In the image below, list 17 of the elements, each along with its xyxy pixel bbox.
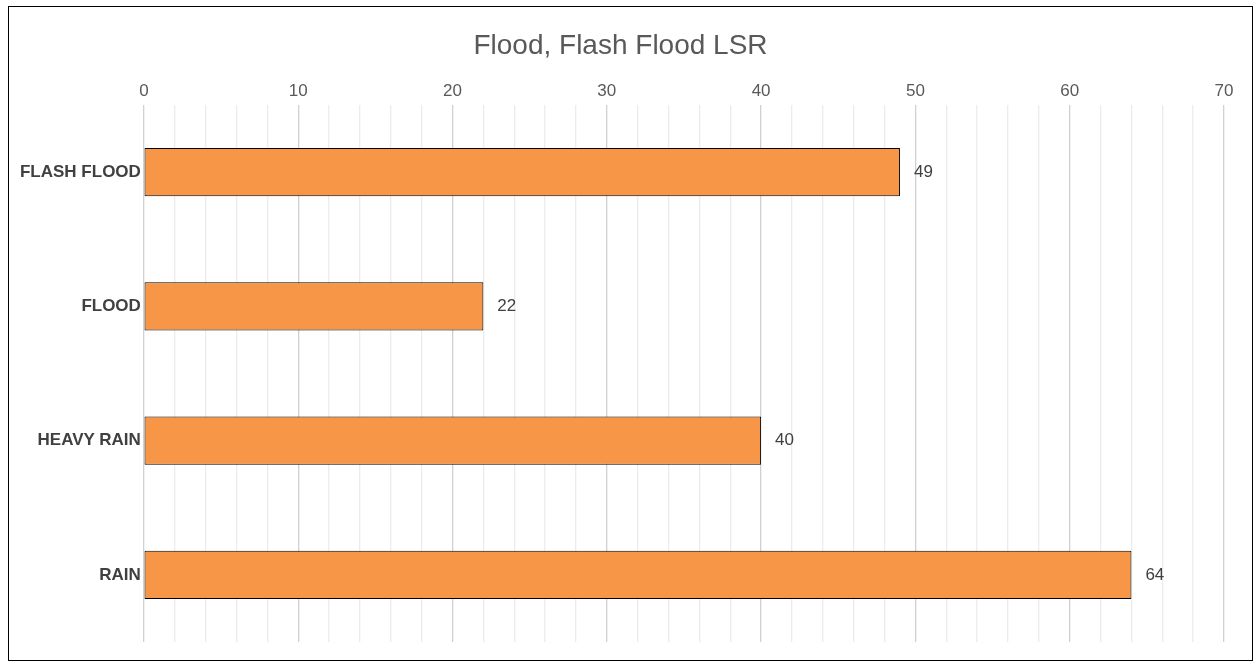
data-label: 22: [497, 296, 517, 316]
data-label: 40: [775, 430, 795, 450]
x-tick-label: 10: [288, 81, 308, 101]
y-tick-label: RAIN: [99, 564, 141, 584]
x-tick-label: 50: [905, 81, 925, 101]
y-tick-label: FLOOD: [81, 296, 141, 316]
data-label: 49: [913, 161, 933, 181]
data-label: 64: [1145, 564, 1165, 584]
x-tick-label: 60: [1060, 81, 1080, 101]
x-tick-label: 30: [597, 81, 617, 101]
x-tick-label: 20: [443, 81, 462, 101]
y-tick-label: HEAVY RAIN: [37, 430, 141, 450]
x-tick-label: 70: [1214, 81, 1234, 101]
x-tick-label: 40: [751, 81, 771, 101]
chart-title: Flood, Flash Flood LSR: [473, 28, 768, 60]
y-tick-label: FLASH FLOOD: [19, 161, 141, 181]
x-tick-label: 0: [139, 81, 149, 101]
